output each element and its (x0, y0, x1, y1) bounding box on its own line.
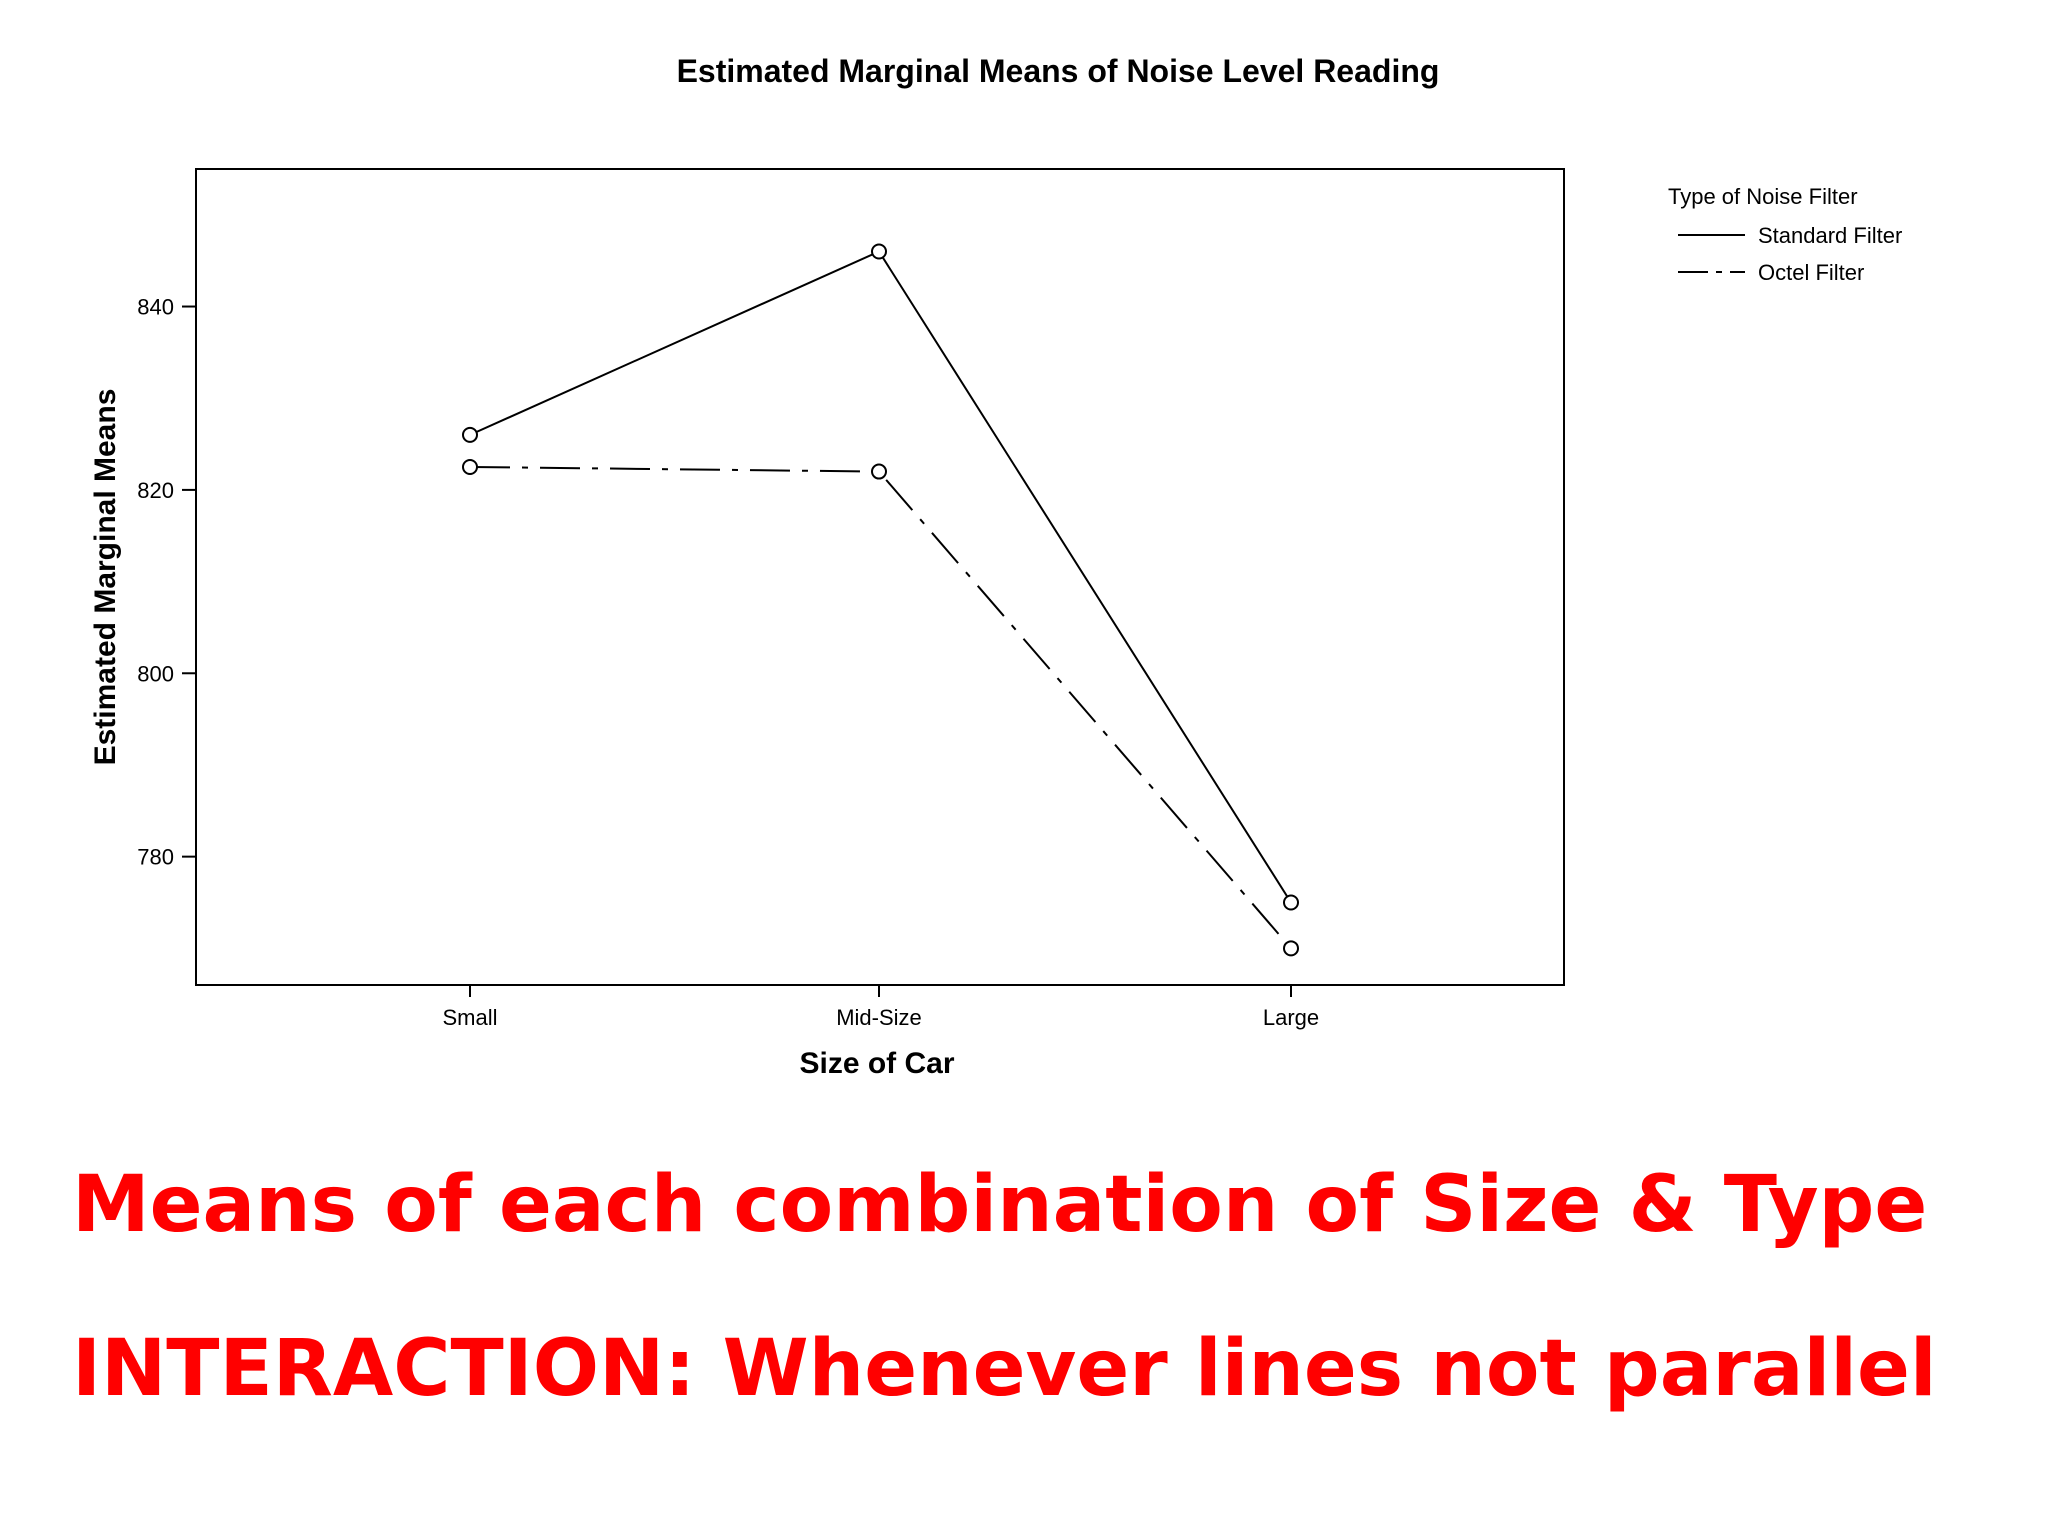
y-axis-title: Estimated Marginal Means (89, 389, 122, 766)
point-s1-2 (1283, 940, 1299, 957)
point-s1-1 (871, 463, 887, 480)
y-tick-label-3: 840 (137, 295, 174, 320)
legend-label-1: Octel Filter (1758, 260, 1864, 285)
chart-title: Estimated Marginal Means of Noise Level … (677, 53, 1440, 89)
y-tick-label-0: 780 (137, 845, 174, 870)
legend: Type of Noise Filter Standard Filter Octe… (1668, 184, 1902, 285)
x-tick-label-2: Large (1263, 1005, 1319, 1030)
caption-interaction: INTERACTION: Whenever lines not parallel (72, 1324, 1937, 1414)
plot-frame (195, 168, 1565, 986)
point-s0-2 (1283, 894, 1299, 911)
x-tick-label-1: Mid-Size (836, 1005, 922, 1030)
x-axis: Small Mid-Size Large (442, 985, 1319, 1030)
y-axis: 780 800 820 840 (137, 295, 196, 870)
y-tick-label-1: 800 (137, 661, 174, 686)
point-s0-1 (871, 243, 887, 260)
marginal-means-chart: Estimated Marginal Means of Noise Level … (89, 53, 1902, 1080)
x-axis-title: Size of Car (799, 1047, 954, 1080)
point-s0-0 (462, 426, 478, 443)
legend-title: Type of Noise Filter (1668, 184, 1858, 209)
x-tick-label-0: Small (442, 1005, 497, 1030)
y-tick-label-2: 820 (137, 478, 174, 503)
caption-means: Means of each combination of Size & Type (72, 1160, 1928, 1250)
legend-label-0: Standard Filter (1758, 223, 1902, 248)
series-layer (462, 243, 1299, 957)
point-s1-0 (462, 458, 478, 475)
